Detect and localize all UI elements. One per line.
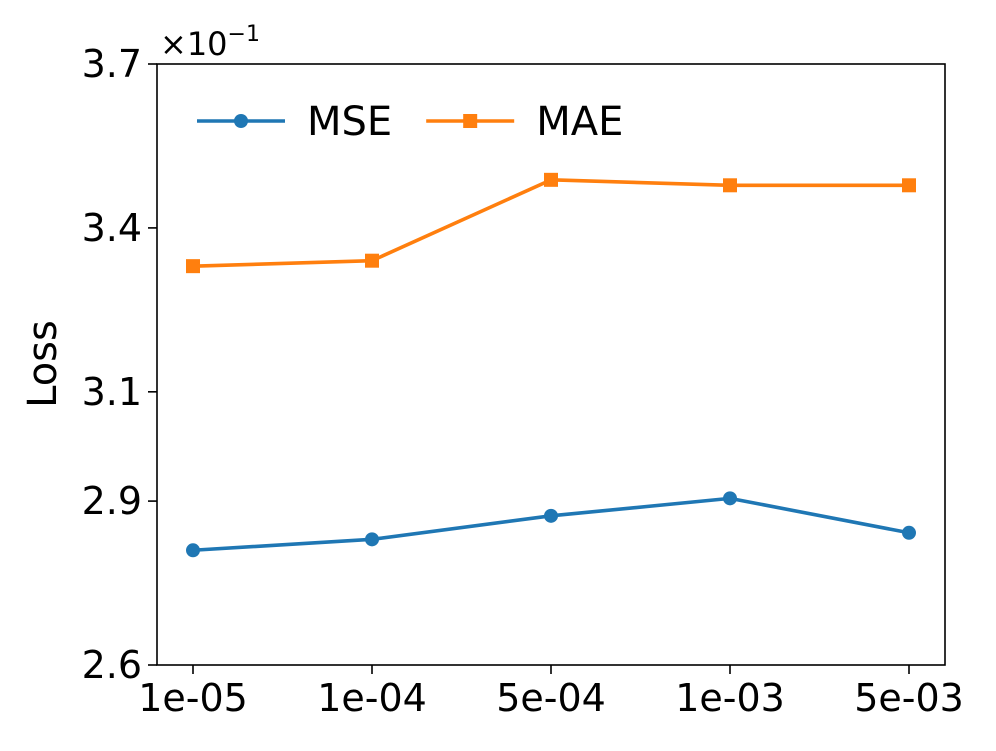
legend-entry-mse: MSE <box>197 99 392 145</box>
data-point-mse <box>186 543 200 558</box>
y-axis-label: Loss <box>20 320 66 408</box>
data-point-mse <box>544 508 558 523</box>
y-scale-multiplier: ×10−1 <box>160 22 260 63</box>
series-layer <box>186 172 916 558</box>
legend-entry-mae: MAE <box>426 99 623 145</box>
data-point-mae <box>365 253 379 268</box>
data-point-mae <box>723 178 737 193</box>
legend-label: MAE <box>536 99 623 145</box>
y-axis: 2.6 2.9 3.1 3.4 3.7 <box>82 42 157 687</box>
legend-label: MSE <box>307 99 392 145</box>
data-point-mse <box>365 532 379 547</box>
legend-swatch-marker <box>463 114 478 128</box>
y-tick-label: 3.7 <box>82 42 142 86</box>
legend-swatch-marker <box>234 114 248 128</box>
data-point-mse <box>723 491 737 506</box>
data-point-mae <box>544 172 558 187</box>
data-point-mae <box>186 259 200 274</box>
x-tick-label: 1e-04 <box>317 676 427 720</box>
y-tick-label: 3.1 <box>82 370 142 414</box>
data-point-mse <box>902 525 916 540</box>
y-tick-label: 2.9 <box>82 479 142 523</box>
data-point-mae <box>902 178 916 193</box>
x-tick-label: 1e-05 <box>138 676 248 720</box>
x-axis: 1e-05 1e-04 5e-04 1e-03 5e-03 <box>138 665 964 720</box>
y-scale-multiplier-exponent: −1 <box>228 22 260 47</box>
x-tick-label: 5e-04 <box>496 676 606 720</box>
y-tick-label: 3.4 <box>82 206 142 250</box>
x-tick-label: 1e-03 <box>675 676 785 720</box>
y-tick-label: 2.6 <box>82 643 142 687</box>
series-mae <box>186 172 916 274</box>
x-tick-label: 5e-03 <box>854 676 964 720</box>
y-scale-multiplier-base: ×10 <box>160 25 228 63</box>
series-mse <box>186 491 916 558</box>
legend: MSE MAE <box>197 99 623 145</box>
